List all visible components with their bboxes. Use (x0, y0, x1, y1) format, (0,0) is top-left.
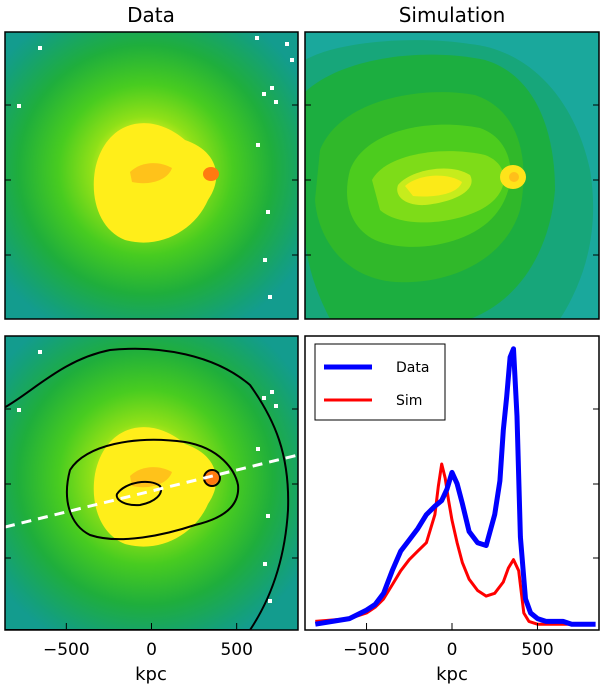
overlay-image-panel (4, 335, 299, 631)
legend-box (314, 343, 446, 421)
y-ticks (593, 408, 599, 559)
x-axis-label-left: kpc (135, 664, 167, 685)
data-core-center (130, 163, 172, 184)
series-line-sim (315, 462, 589, 626)
middle-contour (65, 438, 240, 541)
profile-plot: Data Sim (304, 335, 600, 631)
x-axis-right: −500 0 500 (343, 623, 554, 660)
x-tick-label-right-2: 500 (521, 640, 553, 660)
masked-pixels (17, 36, 294, 299)
x-tick-label-left-0: −500 (43, 640, 90, 660)
simulation-panel-title: Simulation (399, 3, 506, 27)
simulation-image-panel (304, 31, 600, 320)
x-axis-left: −500 0 500 (43, 623, 253, 660)
data-panel-title: Data (127, 3, 175, 27)
legend: Data Sim (314, 343, 446, 421)
x-tick-label-right-1: 0 (447, 640, 458, 660)
data-panel-frame (4, 31, 299, 320)
data-bright-knot (203, 167, 219, 181)
x-axis-label-right: kpc (436, 664, 468, 685)
x-tick-label-left-2: 500 (220, 640, 252, 660)
series-line-data (314, 346, 596, 627)
outer-contour (5, 347, 290, 630)
legend-label-data: Data (396, 360, 429, 376)
x-tick-label-left-1: 0 (146, 640, 157, 660)
x-tick-label-right-0: −500 (343, 640, 390, 660)
image-axis-ticks (5, 104, 599, 559)
simulation-panel-frame (304, 31, 600, 320)
data-core-blob (93, 123, 217, 243)
legend-label-sim: Sim (396, 393, 422, 409)
inner-contour (115, 480, 162, 507)
data-image-panel (4, 31, 299, 320)
